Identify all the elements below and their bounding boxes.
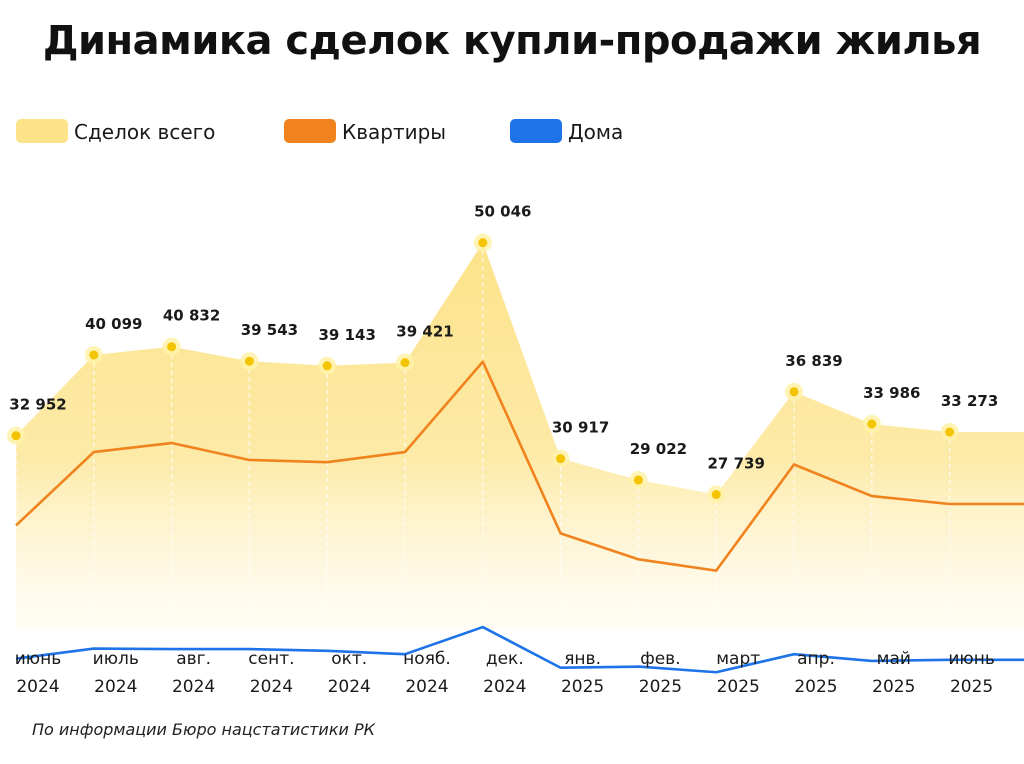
data-label: 39 421: [396, 323, 453, 341]
data-label: 40 832: [163, 307, 220, 325]
data-label: 40 099: [85, 315, 142, 333]
data-point: [244, 356, 254, 366]
x-tick-label-month: июнь: [15, 649, 62, 669]
x-tick-label-month: сент.: [248, 649, 294, 669]
data-label: 39 143: [318, 326, 375, 344]
data-label: 32 952: [9, 396, 66, 414]
x-tick-label-month: окт.: [331, 649, 367, 669]
data-point: [167, 342, 177, 352]
legend-swatch-houses: [510, 119, 562, 143]
x-tick-label-year: 2025: [794, 677, 837, 697]
x-tick-label-month: апр.: [797, 649, 835, 669]
data-label: 33 986: [863, 384, 920, 402]
x-tick-label-year: 2024: [328, 677, 371, 697]
data-label: 27 739: [707, 455, 764, 473]
x-tick-label-month: дек.: [486, 649, 524, 669]
x-tick-label-month: авг.: [176, 649, 211, 669]
data-point: [478, 238, 488, 248]
x-tick-label-year: 2025: [717, 677, 760, 697]
x-tick-label-month: фев.: [640, 649, 680, 669]
series-line-apartments: [15, 360, 1024, 572]
series-area-total: [16, 242, 1024, 630]
data-point: [11, 431, 21, 441]
data-label: 33 273: [941, 392, 998, 410]
data-label: 36 839: [785, 352, 842, 370]
x-tick-label-year: 2025: [561, 677, 604, 697]
data-point: [322, 361, 332, 371]
data-point: [633, 475, 643, 485]
legend-label-houses: Дома: [568, 120, 624, 144]
line-area-chart: 32 952 40 099 40 832 39 543 39 143 39 421 50 0…: [7, 203, 1024, 697]
x-tick-label-year: 2025: [950, 677, 993, 697]
x-tick-label-month: июнь: [948, 649, 995, 669]
data-point: [711, 490, 721, 500]
data-point: [556, 454, 566, 464]
data-point: [945, 427, 955, 437]
x-tick-label-year: 2025: [639, 677, 682, 697]
series-line-houses: [15, 625, 1024, 674]
x-tick-label-year: 2024: [172, 677, 215, 697]
x-tick-label-month: янв.: [564, 649, 601, 669]
data-label: 50 046: [474, 203, 531, 221]
data-point: [867, 419, 877, 429]
x-tick-label-year: 2024: [405, 677, 448, 697]
x-tick-label-month: июль: [93, 649, 139, 669]
x-tick-label-year: 2024: [250, 677, 293, 697]
x-tick-label-month: нояб.: [403, 649, 451, 669]
x-tick-label-month: март: [716, 649, 760, 669]
x-tick-label-year: 2025: [872, 677, 915, 697]
data-label: 30 917: [552, 419, 609, 437]
data-label: 29 022: [630, 440, 687, 458]
legend-swatch-total: [16, 119, 68, 143]
x-tick-label-month: май: [877, 649, 911, 669]
legend-label-total: Сделок всего: [74, 120, 216, 144]
chart-title: Динамика сделок купли-продажи жилья: [42, 18, 982, 64]
source-note: По информации Бюро нацстатистики РК: [32, 720, 375, 739]
x-tick-label-year: 2024: [483, 677, 526, 697]
legend-swatch-apartments: [284, 119, 336, 143]
data-point: [89, 350, 99, 360]
data-point: [400, 358, 410, 368]
legend-label-apartments: Квартиры: [342, 120, 447, 144]
data-label: 39 543: [241, 321, 298, 339]
data-point: [789, 387, 799, 397]
x-tick-label-year: 2024: [16, 677, 59, 697]
x-tick-label-year: 2024: [94, 677, 137, 697]
